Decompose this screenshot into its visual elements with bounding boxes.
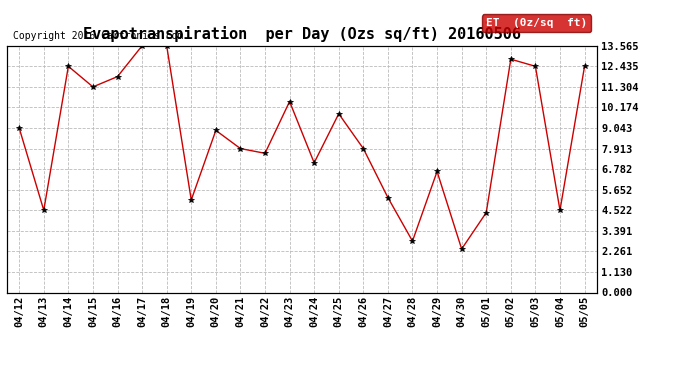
Legend: ET  (0z/sq  ft): ET (0z/sq ft) xyxy=(482,14,591,32)
Title: Evapotranspiration  per Day (Ozs sq/ft) 20160506: Evapotranspiration per Day (Ozs sq/ft) 2… xyxy=(83,26,521,42)
Text: Copyright 2016 Cartronics.com: Copyright 2016 Cartronics.com xyxy=(13,31,183,41)
